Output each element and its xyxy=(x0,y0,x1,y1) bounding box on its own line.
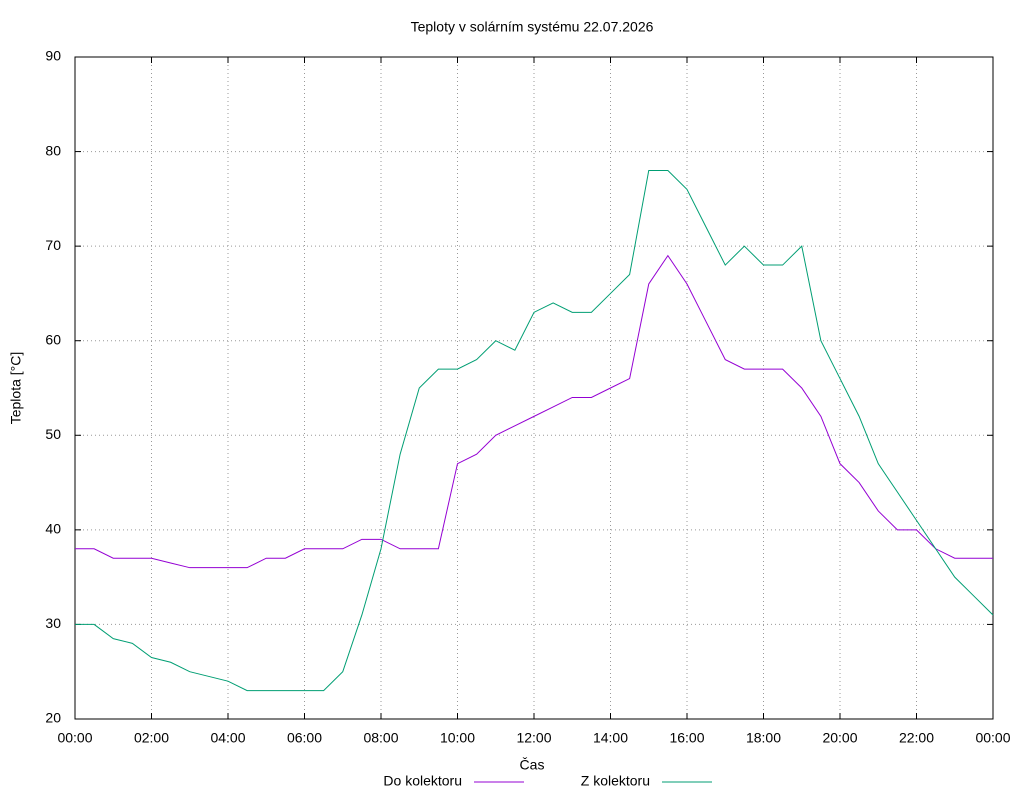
y-tick-label: 20 xyxy=(45,710,61,726)
x-tick-label: 02:00 xyxy=(134,730,169,746)
x-tick-label: 18:00 xyxy=(746,730,781,746)
x-tick-label: 22:00 xyxy=(899,730,934,746)
data-line xyxy=(75,169,994,692)
x-tick-label: 00:00 xyxy=(975,730,1010,746)
y-tick-label: 80 xyxy=(45,142,61,158)
y-tick-label: 90 xyxy=(45,48,61,64)
x-tick-label: 14:00 xyxy=(593,730,628,746)
x-tick-label: 12:00 xyxy=(516,730,551,746)
x-tick-label: 08:00 xyxy=(363,730,398,746)
chart-title: Teploty v solárním systému 22.07.2026 xyxy=(411,19,654,35)
data-line xyxy=(75,254,993,569)
legend-label: Z kolektoru xyxy=(581,773,650,789)
x-tick-label: 20:00 xyxy=(822,730,857,746)
x-tick-label: 16:00 xyxy=(669,730,704,746)
x-tick-label: 04:00 xyxy=(210,730,245,746)
x-tick-label: 06:00 xyxy=(287,730,322,746)
y-tick-label: 50 xyxy=(45,426,61,442)
x-tick-label: 00:00 xyxy=(57,730,92,746)
y-tick-label: 30 xyxy=(45,615,61,631)
y-axis-label: Teplota [°C] xyxy=(8,352,24,425)
plot-frame xyxy=(74,56,994,720)
legend-label: Do kolektoru xyxy=(383,773,462,789)
x-tick-label: 10:00 xyxy=(440,730,475,746)
y-tick-label: 40 xyxy=(45,521,61,537)
y-tick-label: 60 xyxy=(45,331,61,347)
x-axis-label: Čas xyxy=(520,757,545,773)
y-tick-label: 70 xyxy=(45,237,61,253)
